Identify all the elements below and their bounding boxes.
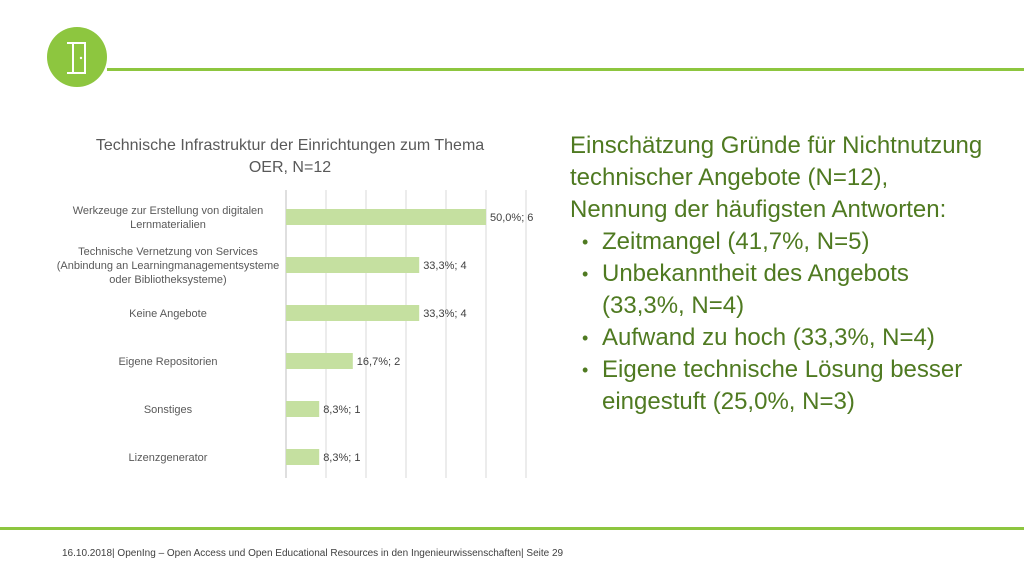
category-label: Technische Vernetzung von Services (Anbin…: [57, 246, 280, 286]
category-label-line: Werkzeuge zur Erstellung von digitalen: [73, 205, 264, 217]
findings-heading: Einschätzung Gründe für Nichtnutzung tech…: [570, 130, 990, 226]
bar-chart: 50,0%; 6 Werkzeuge zur Erstellung von dig…: [57, 190, 533, 478]
data-label: 16,7%; 2: [357, 356, 400, 368]
bar: [286, 401, 320, 417]
category-label-line: Eigene Repositorien: [118, 356, 217, 368]
findings-heading-line: technischer Angebote (N=12),: [570, 164, 889, 191]
findings-bullet: Zeitmangel (41,7%, N=5): [570, 226, 990, 258]
findings-bullet: Unbekanntheit des Angebots (33,3%, N=4): [570, 258, 990, 322]
bar: [286, 449, 320, 465]
category-label: Keine Angebote: [129, 308, 207, 320]
bottom-divider: [0, 527, 1024, 530]
category-label-line: Lizenzgenerator: [129, 452, 208, 464]
findings-heading-line: Einschätzung Gründe für Nichtnutzung: [570, 132, 983, 159]
data-label: 33,3%; 4: [423, 308, 466, 320]
category-label: Lizenzgenerator: [129, 452, 208, 464]
logo: [47, 27, 107, 87]
findings-bullet: Aufwand zu hoch (33,3%, N=4): [570, 322, 990, 354]
data-label: 8,3%; 1: [323, 452, 360, 464]
footer-text: 16.10.2018| OpenIng – Open Access und Op…: [62, 548, 564, 559]
findings-list: Zeitmangel (41,7%, N=5)Unbekanntheit des…: [570, 226, 990, 418]
bar: [286, 353, 353, 369]
chart-title: Technische Infrastruktur der Einrichtung…: [95, 137, 485, 176]
data-label: 50,0%; 6: [490, 212, 533, 224]
category-label-line: (Anbindung an Learningmanagementsysteme: [57, 260, 280, 272]
category-label-line: Technische Vernetzung von Services: [78, 246, 258, 258]
category-label: Werkzeuge zur Erstellung von digitalen Le…: [73, 205, 264, 231]
door-icon: [67, 42, 86, 74]
category-label: Sonstiges: [144, 404, 193, 416]
category-label-line: oder Bibliotheksysteme): [109, 274, 226, 286]
category-label-line: Lernmaterialien: [130, 219, 206, 231]
bar: [286, 257, 420, 273]
data-label: 8,3%; 1: [323, 404, 360, 416]
findings-bullet: Eigene technische Lösung besser eingestu…: [570, 354, 990, 418]
top-divider: [107, 68, 1024, 71]
bar: [286, 209, 486, 225]
findings-panel: Einschätzung Gründe für Nichtnutzung tech…: [570, 130, 990, 418]
findings-heading-line: Nennung der häufigsten Antworten:: [570, 196, 947, 223]
category-label: Eigene Repositorien: [118, 356, 217, 368]
category-label-line: Sonstiges: [144, 404, 193, 416]
data-label: 33,3%; 4: [423, 260, 466, 272]
bar: [286, 305, 420, 321]
category-label-line: Keine Angebote: [129, 308, 207, 320]
